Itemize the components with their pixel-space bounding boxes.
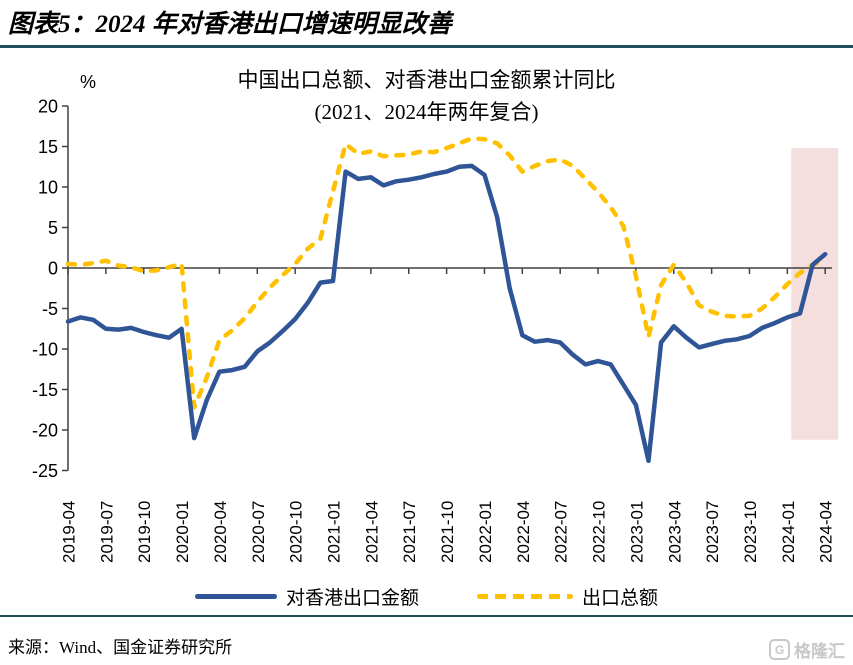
x-axis-tick-label: 2022-04 [514, 501, 533, 563]
x-axis-tick-label: 2020-10 [287, 501, 306, 563]
highlight-band-2024 [791, 148, 839, 440]
x-axis-tick-label: 2020-07 [249, 501, 268, 563]
header-divider [0, 45, 853, 48]
source-note: 来源：Wind、国金证券研究所 [8, 638, 233, 657]
legend-dashed-line-swatch [477, 593, 573, 599]
series-line-hk-exports [65, 163, 828, 464]
y-axis-unit-label: % [79, 72, 96, 92]
x-axis-tick-label: 2021-04 [362, 501, 381, 563]
chart-title: 中国出口总额、对香港出口金额累计同比 (2021、2024年两年复合) [0, 64, 853, 128]
y-axis [62, 105, 69, 472]
x-axis-tick-label: 2023-01 [627, 501, 646, 563]
x-axis-tick-label: 2024-01 [779, 501, 798, 563]
x-axis-tick-label: 2023-07 [703, 501, 722, 563]
y-axis-tick-label: 10 [38, 178, 58, 198]
logo-g-icon: G [769, 639, 790, 660]
x-axis-tick-label: 2021-01 [325, 501, 344, 563]
legend-label-hk-exports: 对香港出口金额 [285, 587, 419, 609]
y-axis-tick-label: 15 [38, 137, 58, 157]
x-axis-tick-label: 2019-10 [135, 501, 154, 563]
chart-plot: -25 -20 -15 -10 -5 0 5 10 15 20 2019-04 2019-07 2019… [32, 97, 839, 563]
y-axis-tick-label: 0 [48, 259, 58, 279]
logo-text: 格隆汇 [794, 642, 845, 661]
x-axis-tick-label: 2021-10 [438, 501, 457, 563]
series-line-total-exports [65, 136, 828, 410]
chart-title-line1: 中国出口总额、对香港出口金额累计同比 [237, 68, 616, 92]
y-axis-tick-label: -5 [42, 299, 58, 319]
y-axis-tick-label: -10 [32, 340, 58, 360]
footer-divider [0, 615, 853, 617]
x-axis-tick-label: 2020-04 [211, 501, 230, 563]
x-axis-tick-label: 2022-10 [590, 501, 609, 563]
y-axis-tick-label: -20 [32, 421, 58, 441]
x-axis-tick-label: 2019-04 [60, 501, 79, 563]
watermark-logo: G 格隆汇 [769, 637, 845, 662]
legend-label-total-exports: 出口总额 [582, 587, 659, 609]
legend-solid-line-swatch [194, 593, 277, 599]
x-axis-tick-label: 2019-07 [97, 501, 116, 563]
x-axis-tick-label: 2022-01 [476, 501, 495, 563]
chart-legend: 对香港出口金额 出口总额 [0, 582, 853, 610]
figure-title: 图表5：2024 年对香港出口增速明显改善 [8, 11, 452, 38]
x-axis-tick-label: 2023-04 [665, 501, 684, 563]
x-axis-tick-label: 2024-04 [817, 501, 836, 563]
x-axis-tick-label: 2020-01 [173, 501, 192, 563]
legend-item-total-exports: 出口总额 [477, 583, 658, 610]
legend-item-hk-exports: 对香港出口金额 [194, 583, 419, 610]
y-axis-tick-label: 20 [38, 97, 58, 117]
chart-title-line2: (2021、2024年两年复合) [314, 100, 539, 124]
x-axis-tick-label: 2022-07 [552, 501, 571, 563]
x-axis-tick-label: 2021-07 [400, 501, 419, 563]
y-axis-tick-label: -15 [32, 380, 58, 400]
x-axis-tick-label: 2023-10 [741, 501, 760, 563]
y-axis-tick-label: -25 [32, 461, 58, 481]
y-axis-tick-label: 5 [48, 218, 58, 238]
